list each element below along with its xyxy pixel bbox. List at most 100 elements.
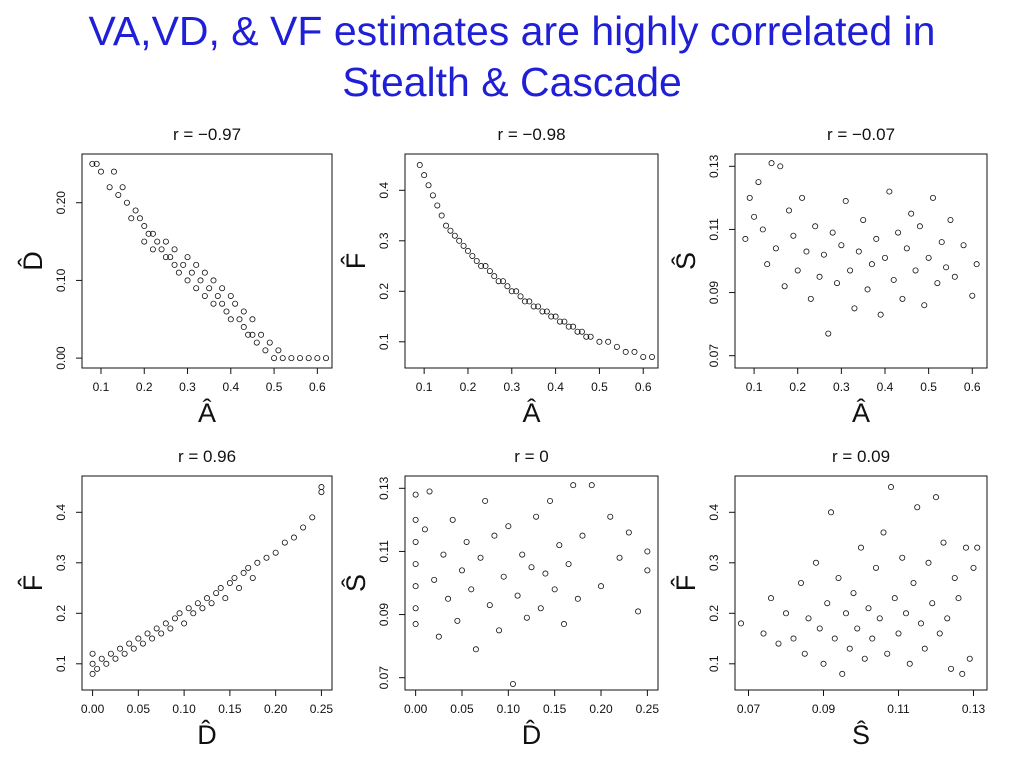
x-tick-label: 0.6 [635,380,652,394]
data-point [162,254,169,261]
data-point [916,223,923,230]
data-point [227,316,234,323]
data-point [141,223,148,230]
scatter-panel-4: r = 0.96 0.00 0.05 0.10 0.15 0.20 0.25 0.1 0.2 0.… [18,447,334,750]
data-point [297,355,304,362]
data-point [431,576,438,583]
data-point [421,172,428,179]
data-point [528,564,535,571]
data-point [449,516,456,523]
x-axis-label: Ŝ [852,719,870,750]
data-point [443,222,450,229]
data-point [521,298,528,305]
data-point [803,248,810,255]
y-tick-label: 0.2 [54,605,68,622]
data-point [194,600,201,607]
x-tick-label: 0.09 [812,702,836,716]
data-point [468,586,475,593]
data-point [794,267,801,274]
data-point [154,238,161,245]
data-point [482,497,489,504]
data-point [139,640,146,647]
y-tick-label: 0.09 [377,603,391,627]
data-point [162,620,169,627]
data-point [873,235,880,242]
data-point [249,331,256,338]
y-tick-label: 0.3 [377,232,391,249]
slide-title: VA,VD, & VF estimates are highly correla… [0,6,1024,108]
data-point [903,610,910,617]
data-point [537,605,544,612]
data-point [107,650,114,657]
x-axis-label: D̂ [197,720,217,750]
y-tick-label: 0.1 [707,655,721,672]
data-point [535,303,542,310]
data-point [914,504,921,511]
data-point [491,532,498,539]
data-point [746,194,753,201]
data-point [281,539,288,546]
data-point [966,655,973,662]
data-point [110,168,117,175]
x-tick-label: 0.2 [460,380,477,394]
data-point [552,313,559,320]
data-point [940,539,947,546]
y-tick-label: 0.4 [377,182,391,199]
x-tick-label: 0.11 [887,702,910,716]
data-point [412,561,419,568]
data-point [607,513,614,520]
data-point [435,633,442,640]
data-point [742,235,749,242]
data-point [509,681,516,688]
data-point [548,313,555,320]
x-tick-label: 0.6 [309,380,326,394]
x-tick-label: 0.25 [636,702,660,716]
data-point [440,551,447,558]
data-point [89,670,96,677]
x-tick-label: 0.4 [877,380,894,394]
data-point [210,300,217,307]
data-point [539,308,546,315]
data-point [790,232,797,239]
data-point [640,353,647,360]
data-point [254,559,261,566]
x-tick-label: 0.2 [789,380,806,394]
data-point [921,645,928,652]
data-point [135,635,142,642]
data-point [891,595,898,602]
data-point [460,242,467,249]
data-point [876,615,883,622]
data-point [123,199,130,206]
data-point [438,212,445,219]
data-point [899,295,906,302]
data-point [960,242,967,249]
data-point [472,646,479,653]
data-point [839,670,846,677]
data-point [570,323,577,330]
data-point [543,308,550,315]
data-point [605,338,612,345]
data-point [812,223,819,230]
data-point [858,544,865,551]
data-point [868,261,875,268]
x-tick-label: 0.5 [266,380,283,394]
plot-frame [404,475,659,691]
data-point [523,614,530,621]
data-point [861,655,868,662]
data-point [210,277,217,284]
data-point [816,273,823,280]
data-point [149,635,156,642]
data-point [240,569,247,576]
y-tick-label: 0.13 [707,154,721,178]
data-point [899,554,906,561]
data-point [180,261,187,268]
data-point [171,615,178,622]
data-point [514,592,521,599]
data-point [245,331,252,338]
data-point [219,300,226,307]
data-point [245,564,252,571]
x-tick-label: 0.00 [404,702,428,716]
data-point [126,640,133,647]
x-tick-label: 0.4 [222,380,239,394]
data-point [416,162,423,169]
